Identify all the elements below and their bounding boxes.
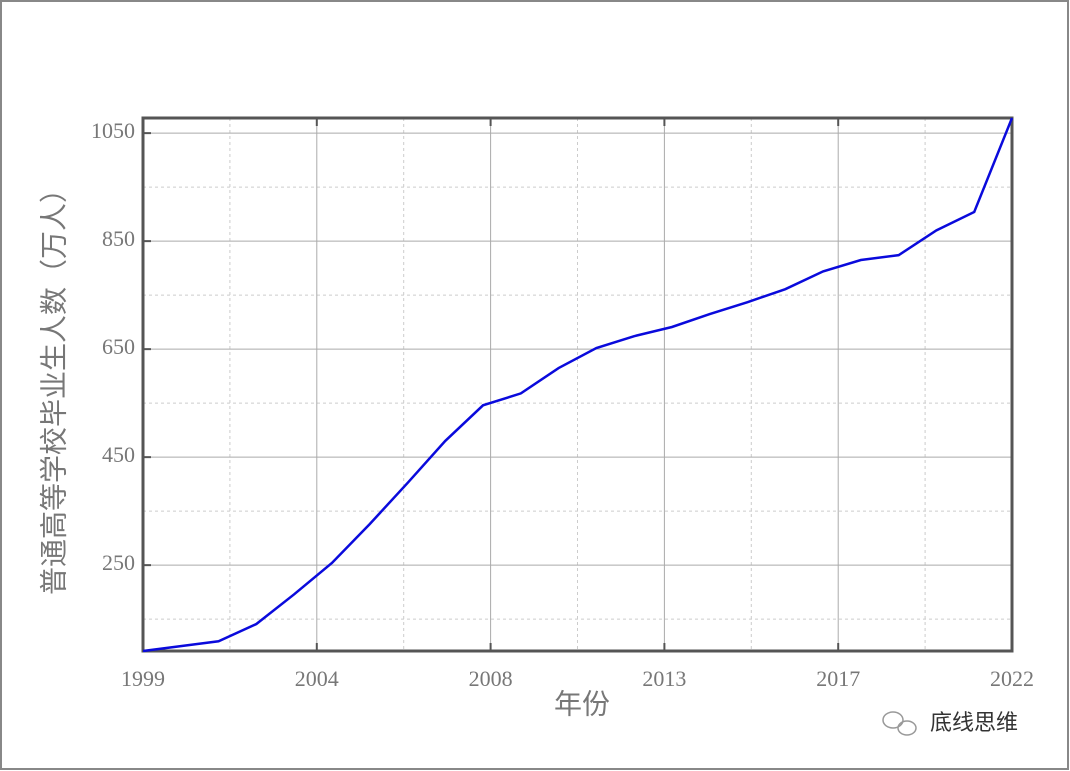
watermark: 底线思维 <box>930 711 1018 736</box>
watermark-icon <box>882 711 917 736</box>
x-tick-label: 2008 <box>469 666 513 691</box>
y-tick-label: 250 <box>102 550 135 575</box>
y-tick-label: 1050 <box>91 118 135 143</box>
x-tick-label: 2004 <box>295 666 339 691</box>
x-tick-label: 2017 <box>816 666 860 691</box>
x-tick-label: 2022 <box>990 666 1034 691</box>
x-tick-label: 2013 <box>642 666 686 691</box>
y-axis-label: 普通高等学校毕业生人数（万人） <box>38 175 71 595</box>
y-tick-label: 850 <box>102 226 135 251</box>
y-tick-label: 650 <box>102 334 135 359</box>
data-line <box>142 117 1014 653</box>
x-tick-label: 1999 <box>121 666 165 691</box>
x-axis-label: 年份 <box>554 688 610 721</box>
plot-border <box>141 116 1014 653</box>
y-tick-label: 450 <box>102 442 135 467</box>
